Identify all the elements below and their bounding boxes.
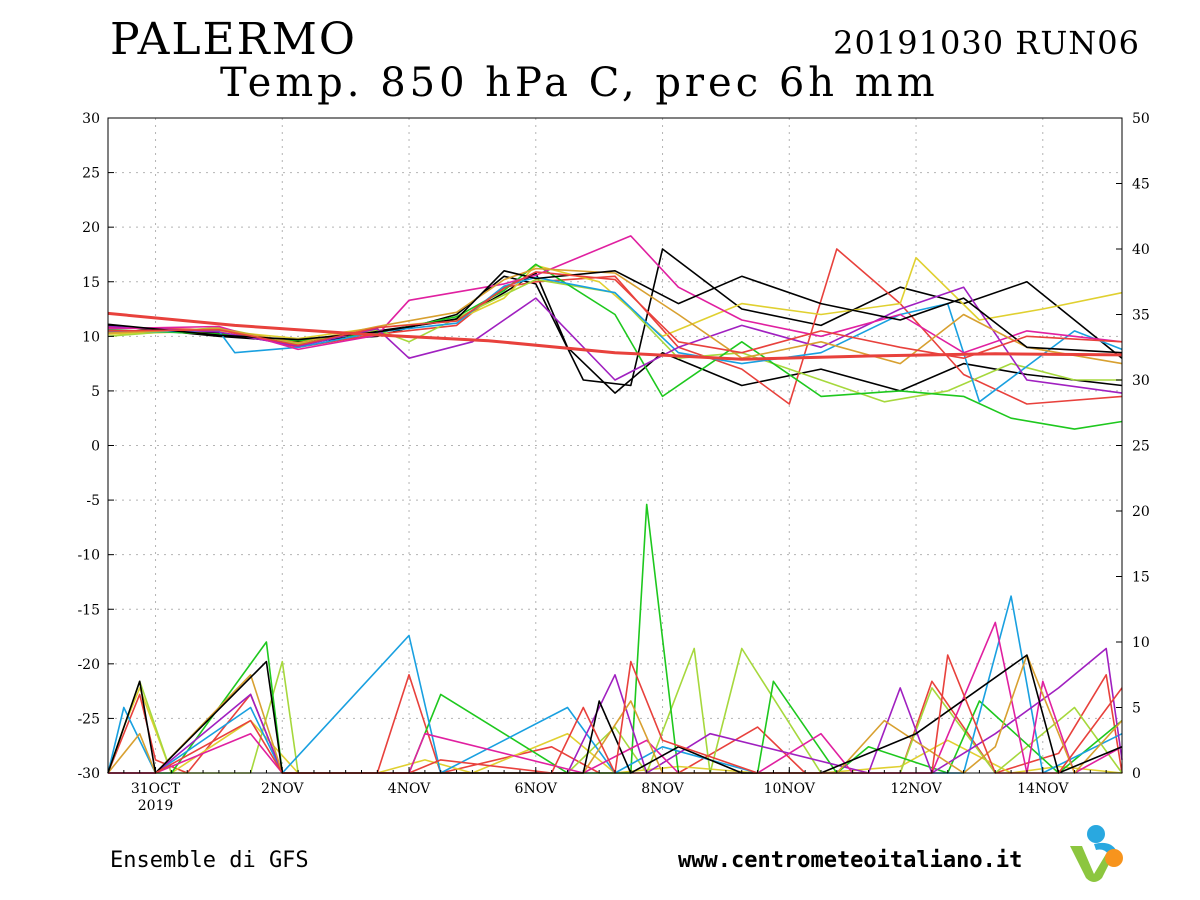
x-tick-label: 6NOV <box>515 781 558 797</box>
axes: 302520151050-5-10-15-20-25-3050454035302… <box>77 111 1149 814</box>
y-left-tick-label: -25 <box>77 711 100 727</box>
y-left-tick-label: 15 <box>82 275 100 291</box>
precip-series-line <box>108 503 1123 774</box>
x-tick-label: 14NOV <box>1017 781 1069 797</box>
centrometeoitaliano-logo <box>1070 825 1123 882</box>
temp-series-line <box>107 276 1123 403</box>
y-right-tick-label: 15 <box>1132 570 1150 586</box>
y-right-tick-label: 10 <box>1132 635 1150 651</box>
y-left-tick-label: 5 <box>91 384 100 400</box>
y-right-tick-label: 45 <box>1132 177 1150 193</box>
y-right-tick-label: 40 <box>1132 242 1150 258</box>
x-tick-label: 10NOV <box>764 781 816 797</box>
temp-series-line <box>107 235 1123 354</box>
temp-series-line <box>107 269 1123 354</box>
variable-title: Temp. 850 hPa C, prec 6h mm <box>220 60 939 106</box>
mean-series-line <box>107 311 1123 361</box>
location-title: PALERMO <box>110 14 357 65</box>
y-right-tick-label: 50 <box>1132 111 1150 127</box>
y-right-tick-label: 20 <box>1132 504 1150 520</box>
x-tick-label: 4NOV <box>388 781 431 797</box>
y-left-tick-label: -10 <box>77 548 100 564</box>
x-tick-label: 31OCT <box>131 781 181 797</box>
x-tick-label: 8NOV <box>641 781 684 797</box>
logo-green-mark <box>1070 846 1114 882</box>
temperature-series <box>107 235 1123 430</box>
x-tick-label: 2NOV <box>261 781 304 797</box>
model-label: Ensemble di GFS <box>110 848 309 873</box>
precip-series-line <box>107 687 1123 774</box>
y-left-tick-label: -30 <box>77 766 100 782</box>
y-right-tick-label: 35 <box>1132 308 1150 324</box>
temp-series-line <box>107 263 1123 430</box>
x-tick-label: 12NOV <box>890 781 942 797</box>
website-link[interactable]: www.centrometeoitaliano.it <box>678 848 1023 873</box>
y-left-tick-label: 0 <box>91 439 100 455</box>
precip-series-line <box>108 654 1123 774</box>
y-right-tick-label: 0 <box>1132 766 1141 782</box>
mean-series <box>107 311 1123 361</box>
y-left-tick-label: 20 <box>82 220 100 236</box>
y-left-tick-label: 10 <box>82 329 100 345</box>
precip-series-line <box>107 654 1123 774</box>
logo-blue-dot <box>1087 825 1105 843</box>
y-left-tick-label: 25 <box>82 166 100 182</box>
precip-series-line <box>107 654 1123 774</box>
x-tick-sublabel: 2019 <box>138 798 174 814</box>
y-right-tick-label: 25 <box>1132 439 1150 455</box>
run-label: 20191030 RUN06 <box>833 24 1140 62</box>
temp-series-line <box>107 272 1123 394</box>
y-right-tick-label: 30 <box>1132 373 1150 389</box>
precipitation-series <box>107 503 1123 774</box>
y-left-tick-label: -5 <box>86 493 100 509</box>
y-left-tick-label: -20 <box>77 657 100 673</box>
temp-series-line <box>107 286 1123 394</box>
y-right-tick-label: 5 <box>1132 701 1141 717</box>
logo-orange-dot <box>1105 849 1123 867</box>
precip-series-line <box>108 647 1123 774</box>
y-left-tick-label: 30 <box>82 111 100 127</box>
temp-series-line <box>107 267 1123 365</box>
y-left-tick-label: -15 <box>77 602 100 618</box>
